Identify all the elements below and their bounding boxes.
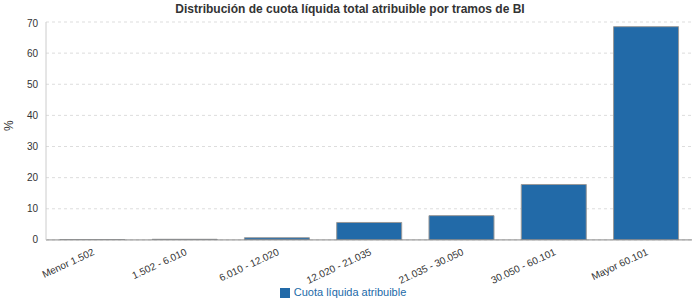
svg-text:%: % xyxy=(8,120,16,131)
svg-text:40: 40 xyxy=(27,110,39,121)
svg-text:Mayor 60.101: Mayor 60.101 xyxy=(590,246,650,282)
svg-text:Menor 1.502: Menor 1.502 xyxy=(40,246,96,280)
svg-text:21.035 - 30.050: 21.035 - 30.050 xyxy=(397,246,466,286)
svg-text:70: 70 xyxy=(27,18,39,29)
svg-text:0: 0 xyxy=(32,234,38,245)
html-text:Cuota líquida atribuible: Cuota líquida atribuible xyxy=(293,285,407,298)
svg-text:1.502 - 6.010: 1.502 - 6.010 xyxy=(130,246,188,281)
svg-text:12.020 - 21.035: 12.020 - 21.035 xyxy=(305,246,374,286)
svg-text:6.010 - 12.020: 6.010 - 12.020 xyxy=(217,246,281,283)
svg-text:50: 50 xyxy=(27,79,39,90)
svg-text:20: 20 xyxy=(27,172,39,183)
html-text:Distribución de cuota líquida: Distribución de cuota líquida total atri… xyxy=(175,2,525,16)
svg-text:30.050 - 60.101: 30.050 - 60.101 xyxy=(489,246,558,286)
svg-text:30: 30 xyxy=(27,141,39,152)
svg-text:60: 60 xyxy=(27,48,39,59)
svg-text:10: 10 xyxy=(27,203,39,214)
